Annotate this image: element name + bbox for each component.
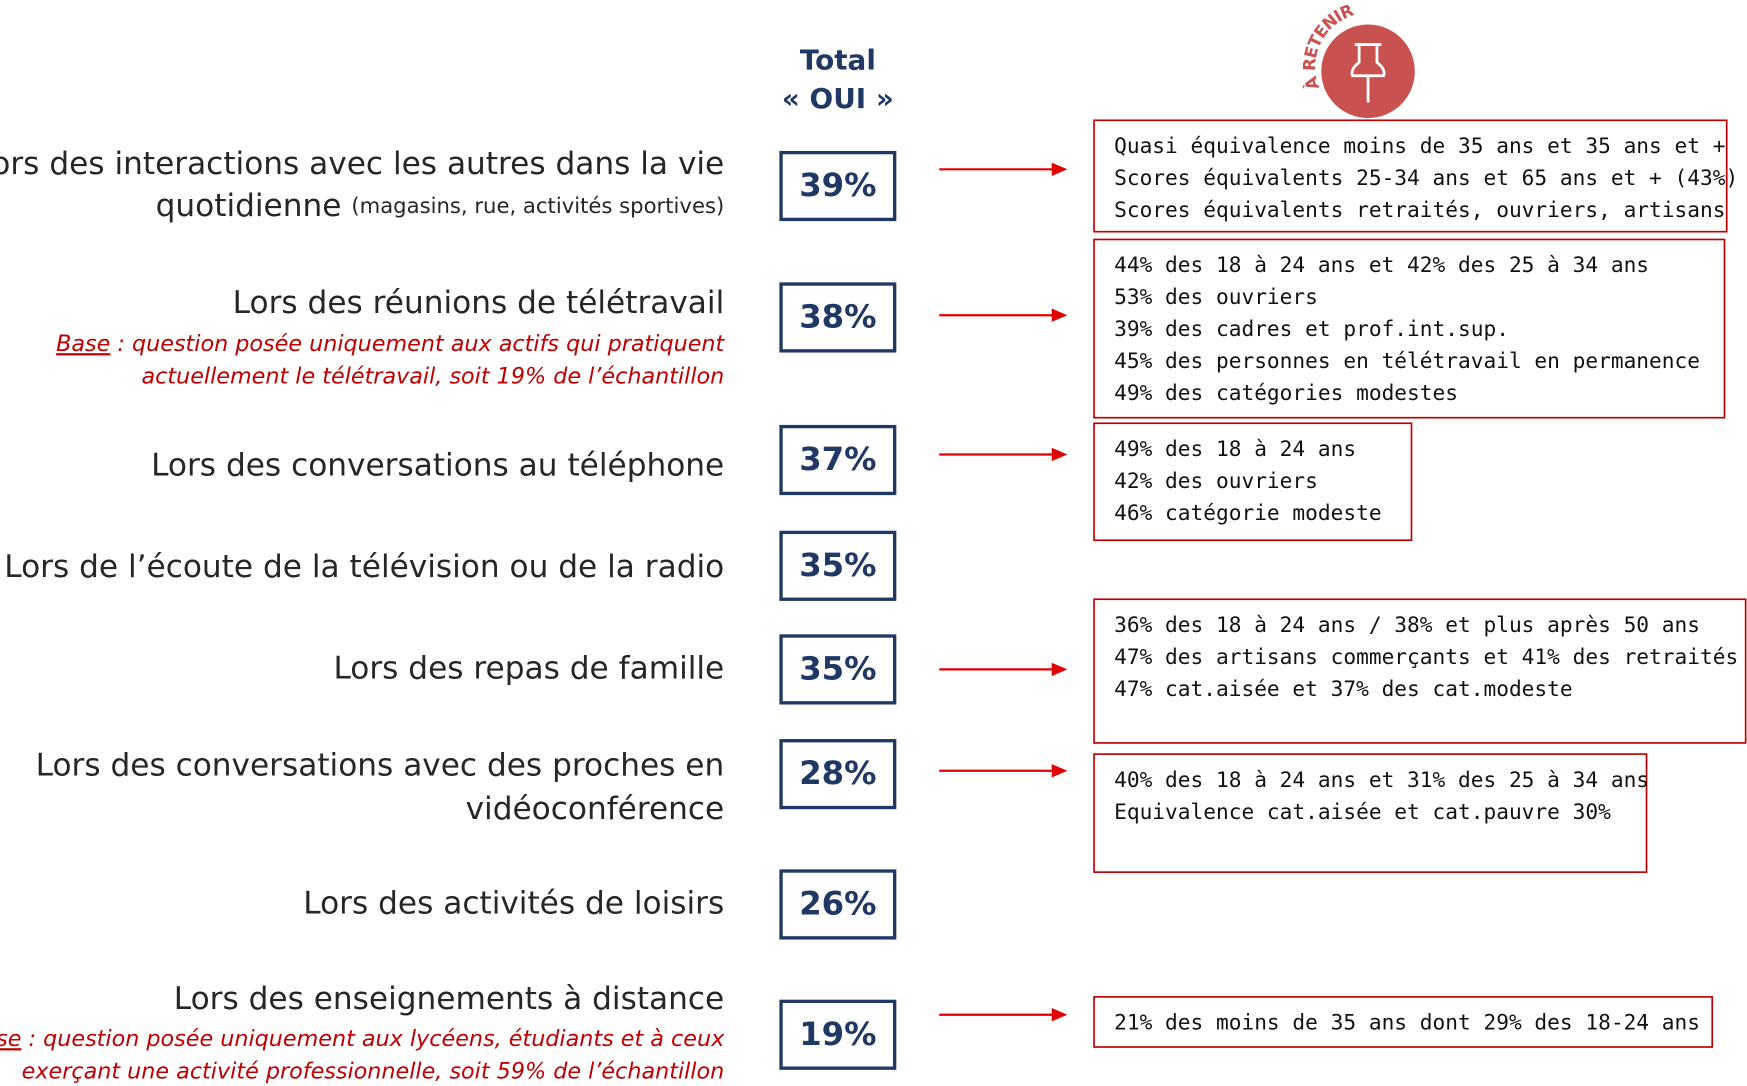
- row-label-text: Lors des interactions avec les autres da…: [0, 146, 724, 182]
- note-line: 53% des ouvriers: [1114, 284, 1318, 309]
- row-label: Lors des repas de famille: [333, 650, 724, 686]
- base-text: : question posée uniquement aux actifs q…: [110, 331, 725, 357]
- note-box: [1093, 996, 1714, 1048]
- note-line: 49% des catégories modestes: [1114, 380, 1458, 405]
- value-box: [779, 424, 897, 496]
- value: 35%: [799, 650, 876, 688]
- note-line: 44% des 18 à 24 ans et 42% des 25 à 34 a…: [1114, 252, 1649, 277]
- row-label: Lors des interactions avec les autres da…: [0, 146, 724, 182]
- note-box: [1093, 598, 1747, 744]
- arrow-head: [1051, 662, 1068, 677]
- row-label: Lors des réunions de télétravail: [233, 285, 725, 321]
- note-line: 45% des personnes en télétravail en perm…: [1114, 348, 1700, 373]
- arrow-head: [1051, 162, 1068, 176]
- pin-icon: [1350, 43, 1386, 103]
- note-line: Equivalence cat.aisée et cat.pauvre 30%: [1114, 799, 1611, 824]
- row-label-text: quotidienne: [156, 188, 342, 224]
- row-label-text: vidéoconférence: [466, 791, 725, 827]
- note-line: Quasi équivalence moins de 35 ans et 35 …: [1114, 133, 1725, 158]
- note-line: 42% des ouvriers: [1114, 468, 1318, 493]
- note-box: [1093, 753, 1648, 873]
- value: 26%: [799, 885, 876, 923]
- value: 28%: [799, 754, 876, 792]
- arrow-head: [1051, 764, 1068, 778]
- badge-circle: [1321, 24, 1415, 119]
- note-box: [1093, 422, 1413, 542]
- value: 35%: [799, 546, 876, 584]
- base-note: exerçant une activité professionnelle, s…: [22, 1058, 725, 1084]
- note-line: 46% catégorie modeste: [1114, 500, 1381, 525]
- row-label: Lors de l’écoute de la télévision ou de …: [4, 549, 724, 585]
- value-box: [779, 869, 897, 940]
- row-label-text: Lors des conversations avec des proches …: [36, 747, 725, 783]
- base-text: : question posée uniquement aux lycéens,…: [21, 1026, 725, 1052]
- row-label-text: Lors de l’écoute de la télévision ou de …: [4, 549, 724, 585]
- row-label-detail: (magasins, rue, activités sportives): [351, 193, 724, 218]
- note-line: 39% des cadres et prof.int.sup.: [1114, 316, 1509, 341]
- base-text: actuellement le télétravail, soit 19% de…: [141, 363, 724, 389]
- row-label-text: Lors des conversations au téléphone: [151, 448, 724, 484]
- note-line: Scores équivalents 25-34 ans et 65 ans e…: [1114, 165, 1738, 190]
- value-box: [779, 634, 897, 705]
- base-word: Base: [56, 331, 110, 357]
- row-label: Lors des conversations au téléphone: [151, 448, 724, 484]
- row-label: Lors des enseignements à distance: [174, 981, 724, 1017]
- row-label: vidéoconférence: [466, 791, 725, 827]
- base-note: actuellement le télétravail, soit 19% de…: [141, 363, 724, 389]
- row-label: quotidienne (magasins, rue, activités sp…: [156, 188, 725, 224]
- value-box: [779, 282, 897, 353]
- row-label-text: Lors des réunions de télétravail: [233, 285, 725, 321]
- row-label-text: Lors des enseignements à distance: [174, 981, 724, 1017]
- row-label-text: Lors des repas de famille: [333, 650, 724, 686]
- note-line: Scores équivalents retraités, ouvriers, …: [1114, 197, 1725, 222]
- value-box: [779, 739, 897, 810]
- header-oui: « OUI »: [782, 82, 894, 115]
- note-line: 36% des 18 à 24 ans / 38% et plus après …: [1114, 612, 1700, 637]
- value: 37%: [799, 440, 876, 478]
- note-box: [1093, 238, 1726, 419]
- note-line: 21% des moins de 35 ans dont 29% des 18-…: [1114, 1010, 1700, 1035]
- base-note: Base : question posée uniquement aux lyc…: [0, 1026, 725, 1052]
- value-box: [779, 150, 897, 222]
- value-box: [779, 530, 897, 601]
- value-box: [779, 999, 897, 1070]
- row-label-text: Lors des activités de loisirs: [303, 885, 724, 921]
- note-box: [1093, 119, 1728, 233]
- base-note: Base : question posée uniquement aux act…: [56, 331, 725, 357]
- base-word: Base: [0, 1026, 21, 1052]
- arrow-head: [1051, 447, 1068, 462]
- note-line: 49% des 18 à 24 ans: [1114, 436, 1356, 461]
- note-line: 47% cat.aisée et 37% des cat.modeste: [1114, 676, 1573, 701]
- value: 19%: [799, 1015, 876, 1053]
- base-text: exerçant une activité professionnelle, s…: [22, 1058, 725, 1084]
- row-label: Lors des conversations avec des proches …: [36, 747, 725, 783]
- row-label: Lors des activités de loisirs: [303, 885, 724, 921]
- note-line: 40% des 18 à 24 ans et 31% des 25 à 34 a…: [1114, 767, 1649, 792]
- value: 38%: [799, 298, 876, 336]
- arrow-head: [1051, 308, 1068, 322]
- arrow-head: [1051, 1008, 1068, 1022]
- value: 39%: [799, 166, 876, 204]
- note-line: 47% des artisans commerçants et 41% des …: [1114, 644, 1738, 669]
- header-total: Total: [800, 43, 876, 76]
